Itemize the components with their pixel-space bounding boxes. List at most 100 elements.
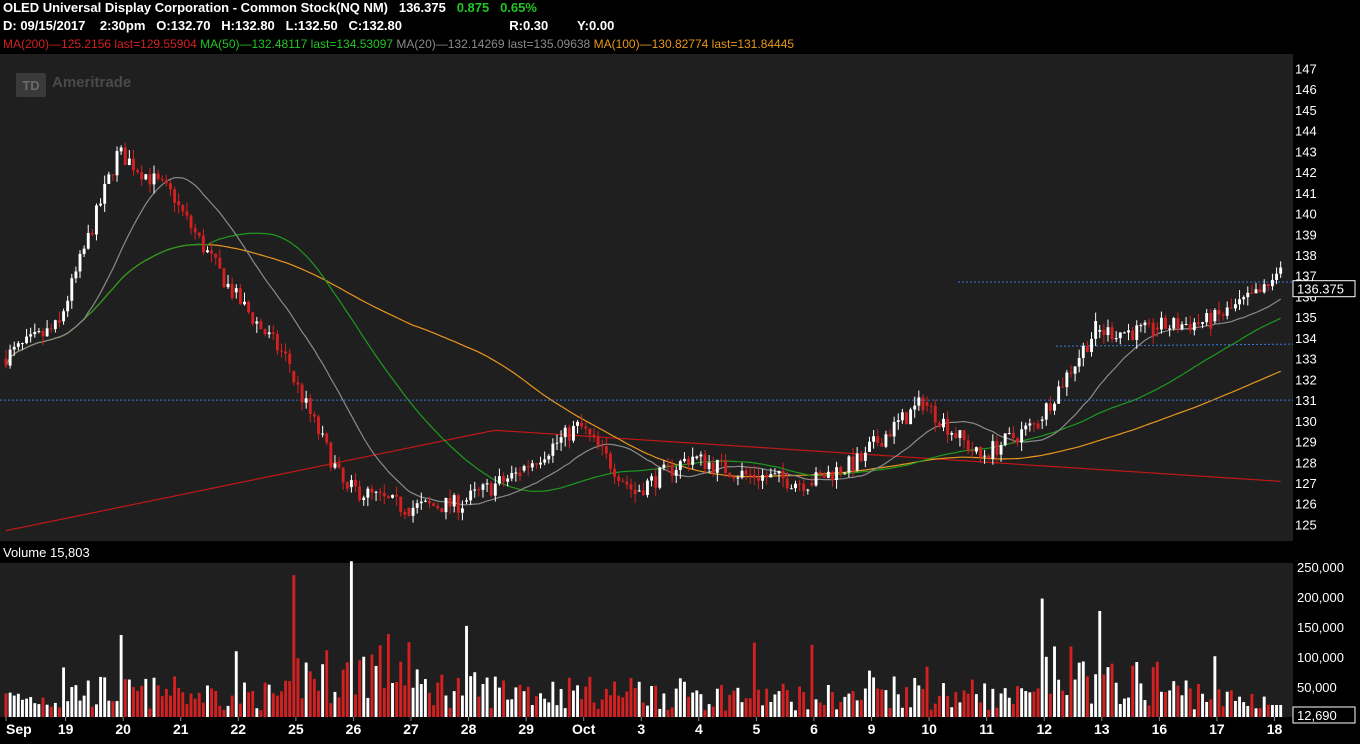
candle-body (74, 271, 78, 279)
candle-body (1094, 321, 1098, 339)
volume-bar (925, 666, 929, 717)
candle-body (107, 174, 111, 184)
volume-tick-label: 150,000 (1297, 620, 1344, 635)
candle-body (90, 232, 94, 235)
volume-bar (1085, 676, 1089, 717)
candle-body (822, 473, 826, 478)
volume-bar (571, 690, 575, 717)
high-label: H: (221, 18, 236, 33)
volume-bar (452, 691, 456, 717)
volume-bar (411, 687, 415, 717)
candle-body (1254, 289, 1258, 294)
ma50-line (5, 232, 1281, 492)
volume-bar (74, 685, 78, 717)
volume-bar (1143, 700, 1147, 717)
volume-bar (210, 688, 214, 717)
volume-bar (123, 679, 127, 717)
candle-body (769, 474, 773, 478)
candle-body (214, 253, 218, 258)
candle-body (999, 445, 1003, 455)
volume-bar (275, 695, 279, 717)
candle-body (436, 505, 440, 509)
candle-body (1061, 386, 1065, 388)
volume-bar (382, 688, 386, 717)
candle-body (641, 490, 645, 496)
volume-bar (103, 677, 107, 717)
ma100-legend: MA(100)—130.82774 last=131.84445 (593, 37, 795, 51)
volume-bar (522, 691, 526, 717)
volume-bar (596, 709, 600, 717)
x-axis-label: 22 (231, 721, 247, 737)
volume-bar (1221, 706, 1225, 717)
volume-bar (1016, 686, 1019, 717)
volume-bar (1110, 663, 1114, 717)
candle-body (395, 494, 399, 497)
volume-bar (214, 690, 218, 717)
candle-body (765, 475, 769, 478)
volume-bar (444, 695, 448, 717)
candle-body (773, 473, 777, 475)
range-label: R: (509, 18, 523, 33)
volume-bar (530, 705, 534, 717)
candle-body (230, 283, 234, 298)
candle-body (559, 437, 563, 443)
volume-bar (37, 704, 41, 717)
indicator-legend: MA(200)—125.2156 last=129.55904 MA(50)—1… (3, 37, 794, 51)
stock-chart[interactable]: TD Ameritrade1251261271281291301311321331… (0, 54, 1360, 744)
volume-bar (144, 678, 148, 717)
volume-bar (987, 709, 991, 717)
candle-body (1233, 304, 1237, 309)
volume-bar (773, 694, 777, 717)
volume-bar (292, 575, 296, 717)
volume-label: Volume 15,803 (3, 545, 90, 560)
volume-bar (831, 692, 834, 717)
volume-bar (107, 700, 111, 717)
candle-body (341, 467, 345, 483)
volume-bar (559, 688, 563, 717)
volume-bar (329, 703, 333, 717)
candle-body (814, 472, 818, 486)
candle-body (206, 250, 209, 253)
candle-body (781, 470, 785, 479)
volume-bar (576, 685, 579, 717)
volume-bar (687, 696, 691, 717)
volume-bar (711, 706, 715, 717)
candle-body (45, 328, 49, 337)
candle-body (880, 443, 884, 447)
candle-body (900, 412, 904, 421)
price-tick-label: 132 (1295, 372, 1317, 387)
candle-body (896, 420, 900, 422)
volume-bar (617, 695, 621, 717)
candle-body (386, 496, 390, 498)
candle-body (391, 494, 394, 498)
candle-body (744, 470, 748, 475)
candle-body (201, 235, 205, 253)
volume-bar (399, 661, 403, 717)
volume-bar (510, 699, 514, 717)
candle-body (136, 170, 140, 173)
candle-body (526, 466, 530, 468)
candle-body (757, 477, 760, 481)
x-axis-label: 26 (346, 721, 362, 737)
volume-bar (563, 708, 567, 717)
volume-bar (761, 705, 765, 717)
volume-bar (448, 707, 452, 717)
volume-bar (736, 687, 740, 717)
candle-body (16, 343, 20, 347)
volume-bar (777, 691, 781, 717)
volume-bar (621, 697, 625, 717)
candle-body (1213, 310, 1217, 322)
candle-body (222, 268, 226, 288)
ma200-line (5, 429, 1281, 532)
volume-bar (781, 683, 785, 717)
volume-bar (798, 686, 802, 717)
volume-bar (86, 680, 90, 717)
range-value: 0.30 (522, 18, 549, 33)
candle-body (584, 426, 588, 429)
volume-bar (876, 688, 880, 717)
channel-support-line (1055, 343, 1294, 347)
volume-bar (374, 665, 378, 717)
volume-bar (942, 683, 945, 717)
candle-body (127, 158, 131, 166)
volume-bar (366, 697, 370, 717)
